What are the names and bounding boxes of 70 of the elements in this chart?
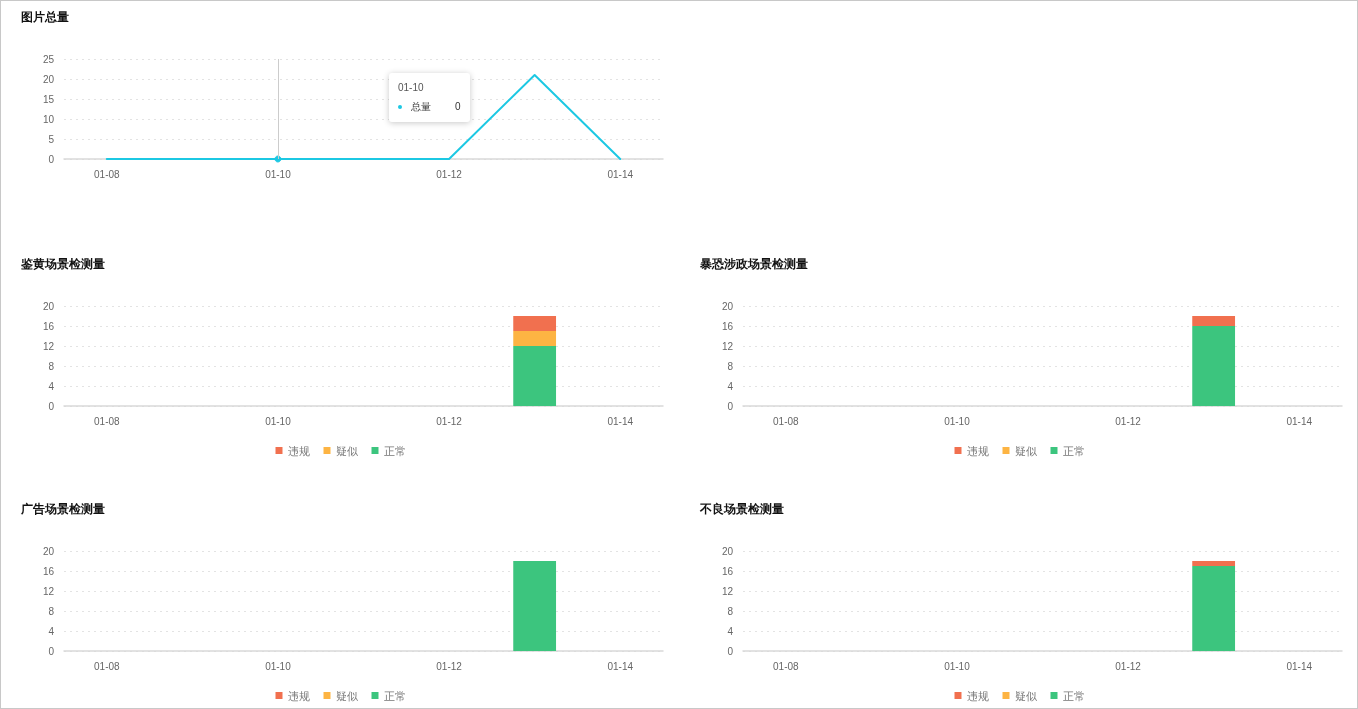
- x-tick-label: 01-08: [94, 660, 121, 672]
- y-tick-label: 12: [42, 585, 55, 597]
- y-tick-label: 20: [721, 300, 734, 312]
- x-tick-label: 01-14: [1286, 660, 1313, 672]
- x-tick-label: 01-08: [773, 415, 800, 427]
- x-tick-label: 01-12: [1115, 415, 1142, 427]
- y-tick-label: 10: [42, 113, 55, 125]
- chart-title: 广告场景检测量: [20, 502, 105, 516]
- legend-label: 正常: [1062, 689, 1085, 702]
- legend-label: 总量: [411, 100, 431, 114]
- y-tick-label: 8: [48, 605, 55, 617]
- y-tick-label: 20: [721, 545, 734, 557]
- x-tick-label: 01-12: [436, 168, 463, 180]
- legend-label: 违规: [287, 689, 310, 702]
- y-tick-label: 20: [42, 73, 55, 85]
- legend-label: 疑似: [1014, 444, 1037, 457]
- y-tick-label: 5: [48, 133, 55, 145]
- x-tick-label: 01-14: [607, 415, 634, 427]
- y-tick-label: 4: [727, 625, 734, 637]
- y-tick-label: 16: [42, 320, 55, 332]
- chart-title: 不良场景检测量: [699, 502, 784, 516]
- y-tick-label: 12: [721, 340, 734, 352]
- y-tick-label: 0: [727, 645, 734, 657]
- y-tick-label: 0: [48, 400, 55, 412]
- chart-title: 暴恐涉政场景检测量: [699, 257, 808, 271]
- y-tick-label: 20: [42, 545, 55, 557]
- legend-label: 疑似: [335, 689, 358, 702]
- y-tick-label: 0: [727, 400, 734, 412]
- x-tick-label: 01-10: [265, 168, 292, 180]
- y-tick-label: 4: [48, 625, 55, 637]
- x-tick-label: 01-14: [607, 660, 634, 672]
- x-tick-label: 01-08: [773, 660, 800, 672]
- x-tick-label: 01-12: [436, 660, 463, 672]
- y-tick-label: 0: [48, 153, 55, 165]
- y-tick-label: 16: [42, 565, 55, 577]
- y-tick-label: 0: [48, 645, 55, 657]
- y-tick-label: 8: [48, 360, 55, 372]
- x-tick-label: 01-08: [94, 415, 121, 427]
- y-tick-label: 20: [42, 300, 55, 312]
- legend-label: 违规: [287, 444, 310, 457]
- y-tick-label: 8: [727, 360, 734, 372]
- x-tick-label: 01-14: [607, 168, 634, 180]
- chart-title: 图片总量: [21, 10, 69, 24]
- legend-label: 正常: [383, 444, 406, 457]
- y-tick-label: 4: [727, 380, 734, 392]
- legend-label: 正常: [1062, 444, 1085, 457]
- y-tick-label: 12: [721, 585, 734, 597]
- annotation: 0: [455, 100, 461, 114]
- annotation: 01-10: [398, 81, 425, 95]
- x-tick-label: 01-10: [265, 415, 292, 427]
- legend-label: 疑似: [1014, 689, 1037, 702]
- y-tick-label: 4: [48, 380, 55, 392]
- y-tick-label: 16: [721, 565, 734, 577]
- legend-label: 违规: [966, 689, 989, 702]
- y-tick-label: 12: [42, 340, 55, 352]
- x-tick-label: 01-12: [436, 415, 463, 427]
- legend-label: 违规: [966, 444, 989, 457]
- legend-label: 疑似: [335, 444, 358, 457]
- x-tick-label: 01-14: [1286, 415, 1313, 427]
- y-tick-label: 15: [42, 93, 55, 105]
- x-tick-label: 01-10: [944, 660, 971, 672]
- x-tick-label: 01-12: [1115, 660, 1142, 672]
- y-tick-label: 16: [721, 320, 734, 332]
- x-tick-label: 01-10: [944, 415, 971, 427]
- y-tick-label: 8: [727, 605, 734, 617]
- y-tick-label: 25: [42, 53, 55, 65]
- x-tick-label: 01-08: [94, 168, 121, 180]
- chart-title: 鉴黄场景检测量: [20, 257, 105, 271]
- x-tick-label: 01-10: [265, 660, 292, 672]
- legend-label: 正常: [383, 689, 406, 702]
